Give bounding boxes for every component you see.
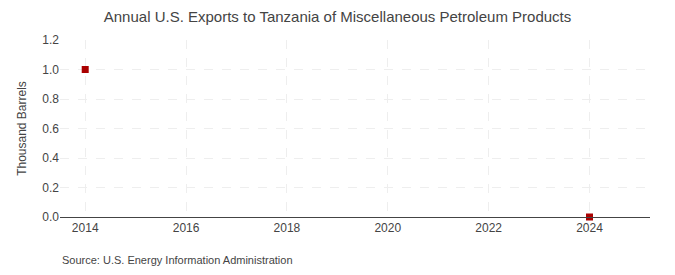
svg-text:0.0: 0.0 (42, 210, 59, 224)
svg-text:2020: 2020 (374, 221, 401, 235)
svg-text:2022: 2022 (475, 221, 502, 235)
svg-text:Source: U.S. Energy Informatio: Source: U.S. Energy Information Administ… (62, 254, 293, 266)
svg-text:0.2: 0.2 (42, 181, 59, 195)
svg-text:0.8: 0.8 (42, 92, 59, 106)
svg-text:0.4: 0.4 (42, 151, 59, 165)
svg-text:1.0: 1.0 (42, 63, 59, 77)
svg-text:Annual U.S. Exports to Tanzani: Annual U.S. Exports to Tanzania of Misce… (104, 8, 571, 25)
svg-text:1.2: 1.2 (42, 33, 59, 47)
svg-text:Thousand Barrels: Thousand Barrels (15, 81, 29, 176)
svg-text:0.6: 0.6 (42, 122, 59, 136)
svg-text:2014: 2014 (72, 221, 99, 235)
svg-text:2024: 2024 (576, 221, 603, 235)
svg-text:2016: 2016 (173, 221, 200, 235)
svg-text:2018: 2018 (274, 221, 301, 235)
